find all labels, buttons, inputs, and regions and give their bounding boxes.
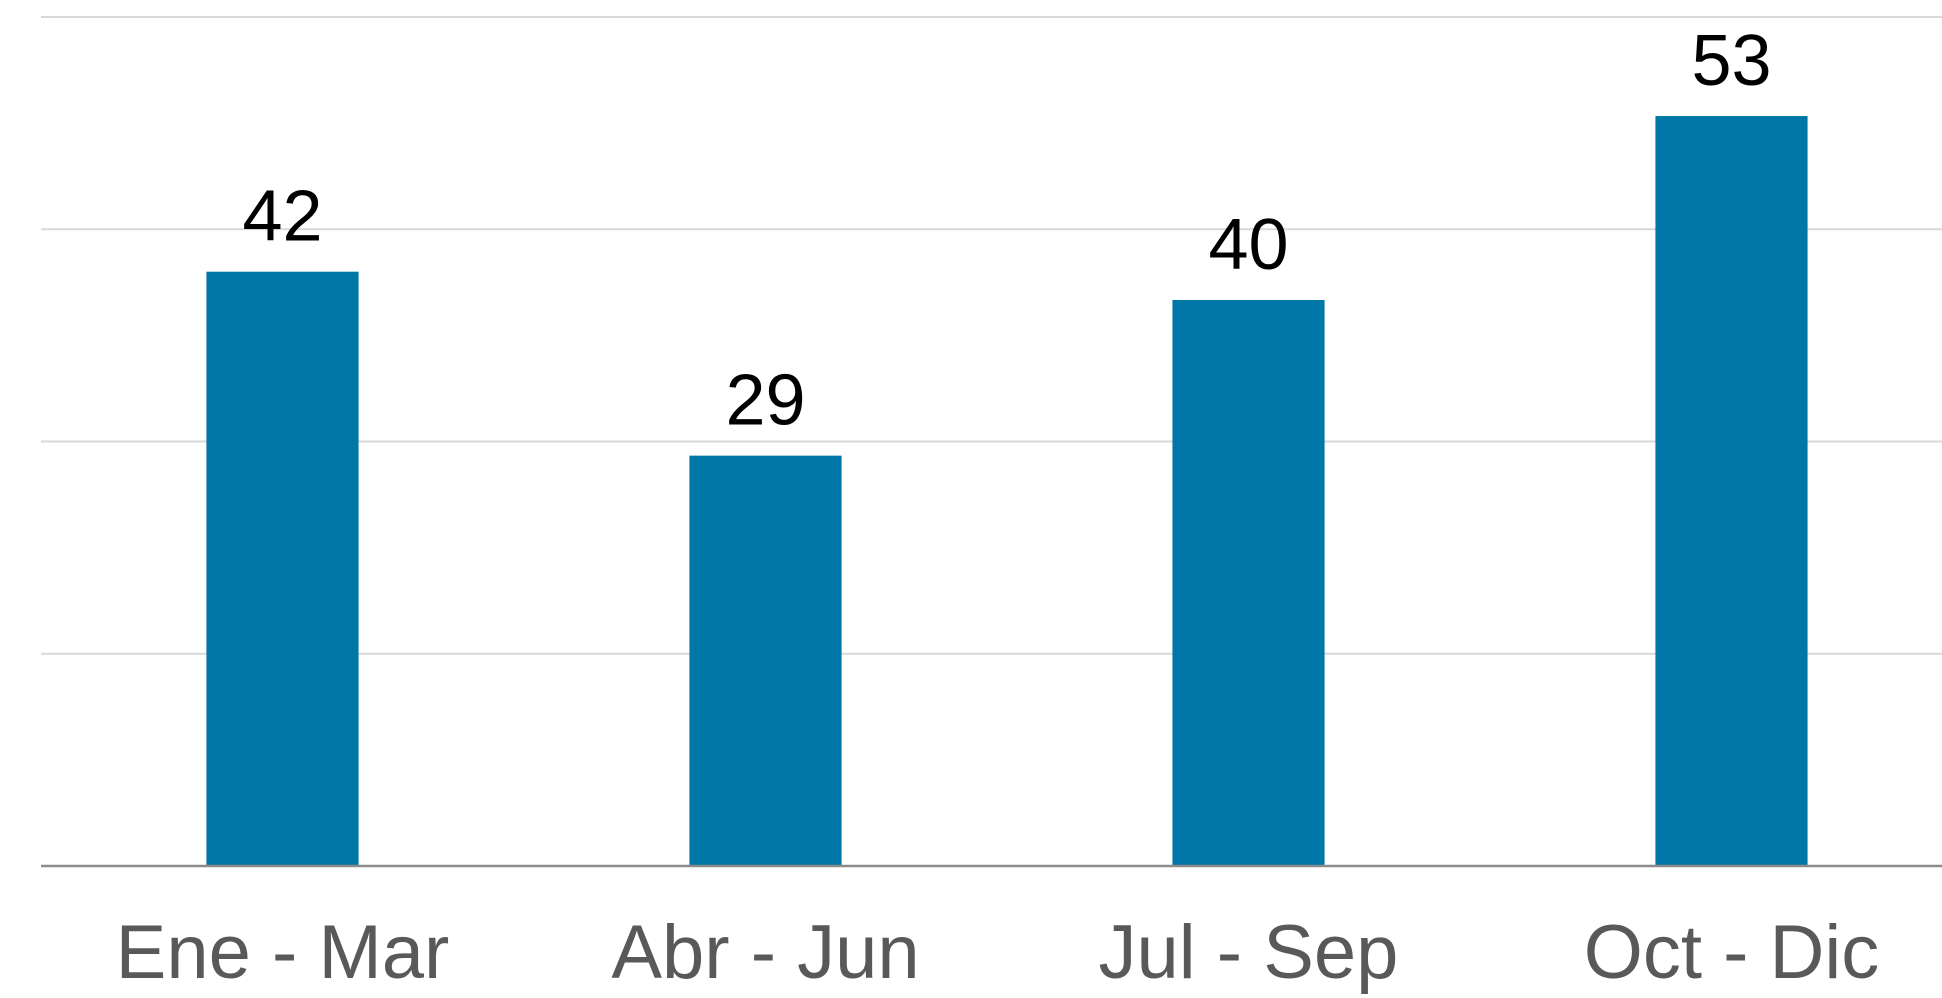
x-tick-label: Oct - Dic bbox=[1584, 910, 1880, 995]
value-label: 29 bbox=[725, 361, 805, 441]
bar bbox=[1655, 116, 1808, 867]
bar bbox=[1172, 300, 1325, 866]
value-label: 42 bbox=[242, 177, 322, 257]
bar bbox=[206, 271, 359, 866]
x-tick-label: Jul - Sep bbox=[1099, 910, 1399, 995]
bar bbox=[689, 455, 842, 866]
value-label: 53 bbox=[1691, 21, 1771, 101]
x-tick-label: Ene - Mar bbox=[116, 910, 450, 995]
x-tick-label: Abr - Jun bbox=[611, 910, 919, 995]
value-label: 40 bbox=[1208, 205, 1288, 285]
